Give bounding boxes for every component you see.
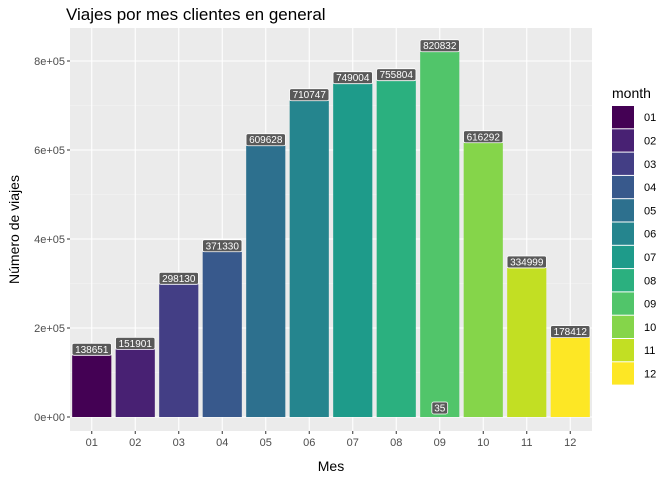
y-tick-label: 8e+05 [34, 56, 65, 68]
bar-11 [507, 267, 547, 417]
data-label-03-box [158, 271, 199, 285]
data-label-08: 755804 [380, 70, 414, 81]
x-tick-label: 08 [390, 437, 402, 449]
x-tick-label: 11 [521, 437, 532, 449]
x-tick-label: 03 [173, 437, 185, 449]
x-axis-title: Mes [318, 458, 344, 474]
data-label-05-box [245, 133, 286, 147]
data-label-06-box [289, 88, 330, 102]
data-label-07: 749004 [336, 73, 370, 84]
legend-label-08: 08 [644, 275, 656, 287]
legend-label-11: 11 [644, 345, 655, 357]
y-axis-title: Número de viajes [6, 175, 22, 284]
x-tick-label: 01 [86, 437, 98, 449]
y-tick-label: 2e+05 [34, 323, 65, 335]
data-label-07-box [332, 71, 373, 85]
legend-key-11 [612, 339, 634, 362]
bar-07 [333, 83, 373, 417]
legend-label-02: 02 [644, 135, 656, 147]
bar-01 [72, 355, 112, 417]
legend-label-05: 05 [644, 205, 656, 217]
legend-label-07: 07 [644, 252, 656, 264]
data-label-09-extra-box [431, 401, 449, 415]
data-label-05: 609628 [249, 135, 283, 146]
legend-key-04 [612, 175, 634, 199]
x-tick-label: 10 [477, 437, 489, 449]
data-label-09: 820832 [423, 41, 457, 52]
legend-key-12 [612, 362, 634, 385]
legend-label-12: 12 [644, 368, 656, 380]
data-label-12: 178412 [554, 327, 588, 338]
x-tick-label: 04 [216, 437, 228, 449]
bar-03 [159, 284, 199, 417]
legend-label-06: 06 [644, 229, 656, 241]
x-tick-label: 05 [260, 437, 272, 449]
x-tick-label: 06 [303, 437, 315, 449]
legend-label-03: 03 [644, 159, 656, 171]
bar-06 [289, 100, 329, 417]
data-label-01: 138651 [75, 345, 109, 356]
data-label-04: 371330 [206, 241, 240, 252]
y-tick-label: 4e+05 [34, 234, 65, 246]
y-tick-label: 6e+05 [34, 145, 65, 157]
x-tick-label: 12 [564, 437, 576, 449]
legend-key-08 [612, 269, 634, 292]
legend-label-09: 09 [644, 299, 656, 311]
bar-12 [550, 337, 590, 417]
legend-key-01 [612, 106, 634, 129]
legend-key-10 [612, 315, 634, 338]
x-tick-label: 09 [434, 437, 446, 449]
legend-key-07 [612, 245, 634, 269]
data-label-09-extra: 35 [434, 403, 446, 414]
data-label-04-box [202, 239, 243, 253]
data-label-11: 334999 [510, 257, 544, 268]
legend-key-06 [612, 222, 634, 245]
data-label-12-box [550, 325, 591, 339]
legend-title: month [612, 85, 651, 101]
data-label-02: 151901 [119, 339, 153, 350]
data-label-09-box [419, 39, 460, 53]
legend-label-10: 10 [644, 322, 656, 334]
legend-key-03 [612, 152, 634, 175]
legend-label-01: 01 [644, 112, 656, 124]
data-label-10: 616292 [467, 132, 501, 143]
x-tick-label: 07 [347, 437, 359, 449]
data-label-06: 710747 [293, 90, 327, 101]
x-tick-label: 02 [129, 437, 141, 449]
plot-panel [70, 28, 592, 431]
data-label-08-box [376, 68, 417, 82]
bar-08 [376, 80, 416, 417]
bar-05 [246, 145, 286, 417]
bar-10 [463, 142, 503, 417]
legend-key-09 [612, 292, 634, 315]
legend-key-02 [612, 129, 634, 152]
bar-02 [115, 349, 155, 417]
legend-label-04: 04 [644, 182, 656, 194]
bar-04 [202, 251, 242, 417]
data-label-01-box [71, 342, 112, 356]
chart-title: Viajes por mes clientes en general [66, 5, 326, 24]
bar-09 [420, 51, 460, 417]
legend-key-05 [612, 199, 634, 222]
data-label-11-box [506, 255, 547, 269]
y-tick-label: 0e+00 [34, 412, 65, 424]
data-label-10-box [463, 130, 504, 144]
data-label-03: 298130 [162, 274, 196, 285]
data-label-02-box [115, 337, 156, 350]
